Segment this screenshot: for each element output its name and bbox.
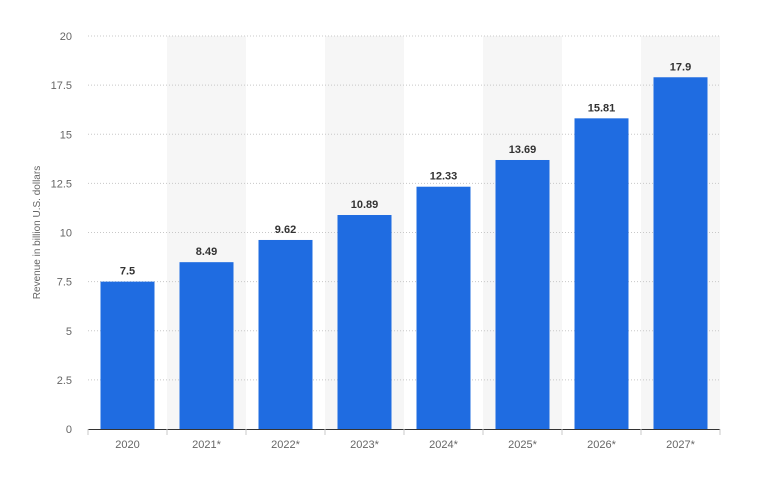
- bar: [337, 215, 392, 429]
- x-tick-label: 2022*: [271, 439, 300, 451]
- x-tick-label: 2023*: [350, 439, 379, 451]
- bar: [258, 239, 313, 429]
- bar: [574, 118, 629, 430]
- bar: [495, 159, 550, 429]
- x-tick-label: 2025*: [508, 439, 537, 451]
- bar: [100, 281, 155, 429]
- x-tick-label: 2026*: [587, 439, 616, 451]
- y-tick-label: 5: [66, 326, 72, 338]
- bar: [179, 262, 234, 429]
- x-tick-label: 2021*: [192, 439, 221, 451]
- y-tick-label: 12.5: [51, 178, 72, 190]
- y-tick-label: 0: [66, 424, 72, 436]
- y-axis: 0 2.5 5 7.5 10 12.5 15 17.5 20: [51, 31, 72, 436]
- bar-value-label: 13.69: [509, 144, 537, 156]
- bar-value-label: 10.89: [351, 199, 379, 211]
- bars: [100, 77, 708, 430]
- x-tick-label: 2024*: [429, 439, 458, 451]
- y-tick-label: 2.5: [57, 375, 72, 387]
- value-labels: 7.5 8.49 9.62 10.89 12.33 13.69 15.81 17.9: [120, 61, 691, 277]
- bar-value-label: 15.81: [588, 102, 616, 114]
- bar: [416, 186, 471, 429]
- y-tick-label: 10: [60, 228, 72, 240]
- y-tick-label: 17.5: [51, 80, 72, 92]
- x-axis: 2020 2021* 2022* 2023* 2024* 2025* 2026* 2027*: [87, 429, 721, 451]
- bar-value-label: 17.9: [670, 61, 691, 73]
- bar-value-label: 9.62: [275, 224, 296, 236]
- bar-value-label: 12.33: [430, 171, 458, 183]
- bar: [653, 77, 708, 429]
- bar-value-label: 7.5: [120, 266, 135, 278]
- y-tick-label: 15: [60, 129, 72, 141]
- bar-value-label: 8.49: [196, 246, 217, 258]
- x-tick-label: 2027*: [666, 439, 695, 451]
- y-tick-label: 20: [60, 31, 72, 43]
- x-tick-label: 2020: [115, 439, 139, 451]
- y-tick-label: 7.5: [57, 277, 72, 289]
- y-axis-title: Revenue in billion U.S. dollars: [32, 166, 43, 299]
